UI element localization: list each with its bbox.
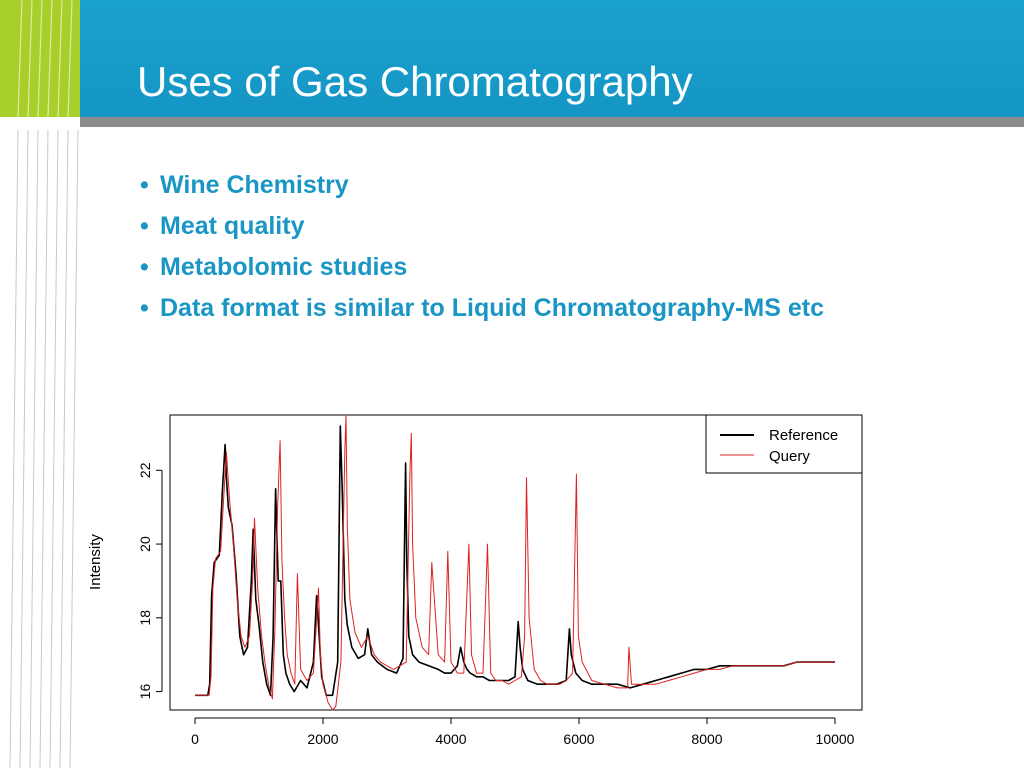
bullet-marker: • bbox=[140, 171, 149, 199]
bullet-marker: • bbox=[140, 253, 149, 281]
series-line-reference bbox=[195, 425, 835, 697]
series-line-query bbox=[195, 414, 835, 711]
bullet-marker: • bbox=[140, 212, 149, 240]
y-tick-label: 16 bbox=[137, 684, 153, 700]
chromatogram-chart: 0 2000 4000 6000 8000 10000 16 18 20 22 Intensit… bbox=[87, 414, 863, 747]
bullet-list: • Wine Chemistry • Meat quality • Metabolom… bbox=[140, 166, 824, 330]
legend: Reference Query bbox=[705, 414, 863, 474]
y-axis-label: Intensity bbox=[87, 534, 104, 590]
bullet-item: • Metabolomic studies bbox=[140, 248, 824, 289]
series-layer bbox=[195, 414, 835, 711]
x-tick-label: 0 bbox=[191, 731, 199, 747]
bullet-text: Wine Chemistry bbox=[160, 171, 349, 199]
legend-box bbox=[705, 414, 863, 474]
x-tick-label: 2000 bbox=[307, 731, 338, 747]
slide-title: Uses of Gas Chromatography bbox=[137, 58, 693, 105]
bullet-marker: • bbox=[140, 294, 149, 322]
x-tick-label: 8000 bbox=[691, 731, 722, 747]
y-tick-label: 20 bbox=[137, 536, 153, 552]
x-axis: 0 2000 4000 6000 8000 10000 bbox=[191, 717, 855, 747]
bullet-item: • Data format is similar to Liquid Chroma… bbox=[140, 289, 824, 330]
y-tick-label: 22 bbox=[137, 462, 153, 478]
x-tick-label: 10000 bbox=[816, 731, 855, 747]
legend-label-reference: Reference bbox=[769, 427, 838, 444]
decorative-stripes bbox=[9, 0, 79, 768]
bullet-item: • Wine Chemistry bbox=[140, 166, 824, 207]
x-tick-label: 4000 bbox=[435, 731, 466, 747]
plot-frame bbox=[169, 414, 863, 711]
bullet-text: Metabolomic studies bbox=[160, 253, 408, 281]
x-tick-label: 6000 bbox=[563, 731, 594, 747]
header-rule bbox=[80, 117, 1024, 127]
legend-label-query: Query bbox=[769, 448, 810, 465]
y-tick-label: 18 bbox=[137, 610, 153, 626]
header-band bbox=[80, 0, 1024, 117]
bullet-text: Data format is similar to Liquid Chromat… bbox=[160, 294, 824, 322]
y-axis: 16 18 20 22 bbox=[137, 462, 163, 700]
bullet-item: • Meat quality bbox=[140, 207, 824, 248]
bullet-text: Meat quality bbox=[160, 212, 305, 240]
